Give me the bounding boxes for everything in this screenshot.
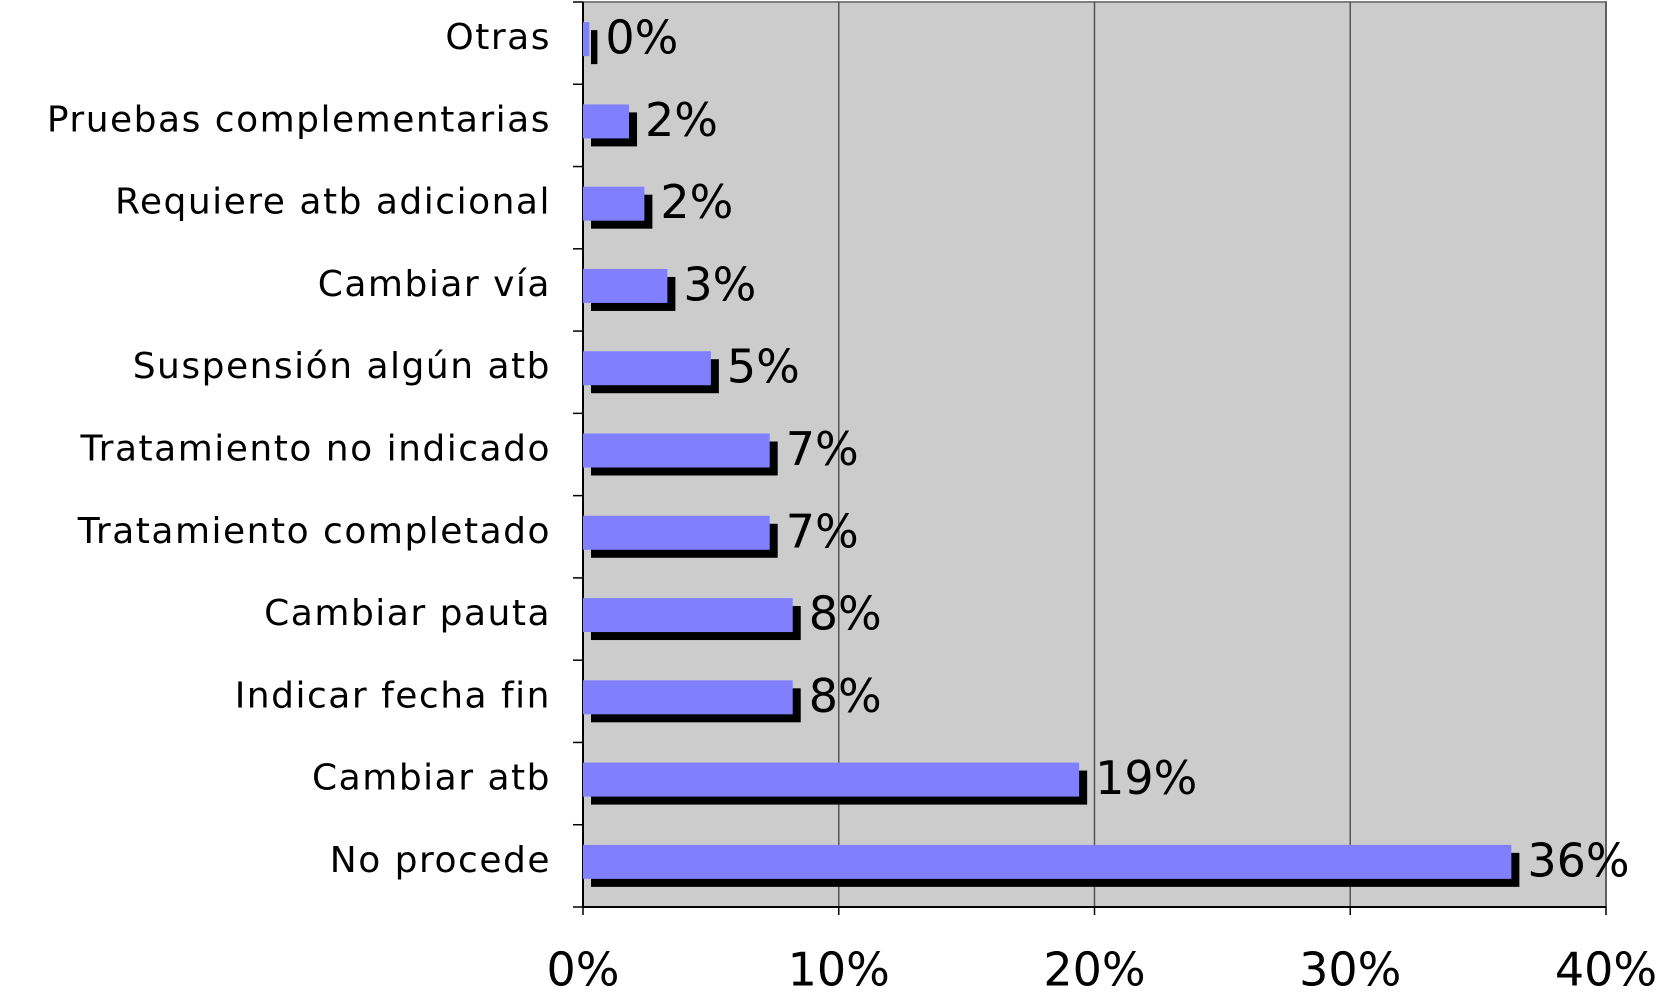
value-label: 5%: [727, 340, 800, 394]
y-tick-label: Suspensión algún atb: [133, 346, 551, 387]
y-tick-label: Pruebas complementarias: [47, 99, 551, 140]
y-tick-label: No procede: [330, 840, 551, 881]
bar: [583, 104, 630, 139]
bar: [583, 433, 770, 468]
x-tick-label: 20%: [1043, 943, 1145, 997]
bar: [583, 598, 793, 633]
x-tick-label: 0%: [547, 943, 620, 997]
bar: [583, 515, 770, 550]
y-tick-label: Tratamiento completado: [77, 511, 551, 552]
value-label: 2%: [660, 175, 733, 229]
value-label: 7%: [786, 504, 859, 558]
y-tick-label: Tratamiento no indicado: [79, 429, 551, 470]
value-label: 3%: [683, 257, 756, 311]
bar: [583, 844, 1512, 879]
y-tick-label: Cambiar pauta: [264, 593, 551, 634]
bar: [583, 762, 1080, 797]
x-tick-label: 40%: [1555, 943, 1657, 997]
x-tick-label: 30%: [1299, 943, 1401, 997]
value-label: 2%: [645, 93, 718, 147]
bar: [583, 186, 645, 221]
y-tick-label: Otras: [445, 17, 551, 58]
value-label: 19%: [1095, 751, 1197, 805]
bar: [583, 268, 668, 303]
y-tick-label: Indicar fecha fin: [235, 675, 551, 716]
value-label: 0%: [605, 11, 678, 65]
x-tick-label: 10%: [788, 943, 890, 997]
y-tick-label: Requiere atb adicional: [115, 182, 551, 223]
value-label: 7%: [786, 422, 859, 476]
y-tick-label: Cambiar atb: [312, 758, 551, 799]
bar: [583, 351, 711, 386]
bar-shadow: [591, 30, 598, 65]
value-label: 8%: [809, 587, 882, 641]
value-label: 8%: [809, 669, 882, 723]
bar: [583, 22, 590, 57]
bar: [583, 680, 793, 715]
y-tick-label: Cambiar vía: [318, 264, 551, 305]
value-label: 36%: [1527, 833, 1629, 887]
